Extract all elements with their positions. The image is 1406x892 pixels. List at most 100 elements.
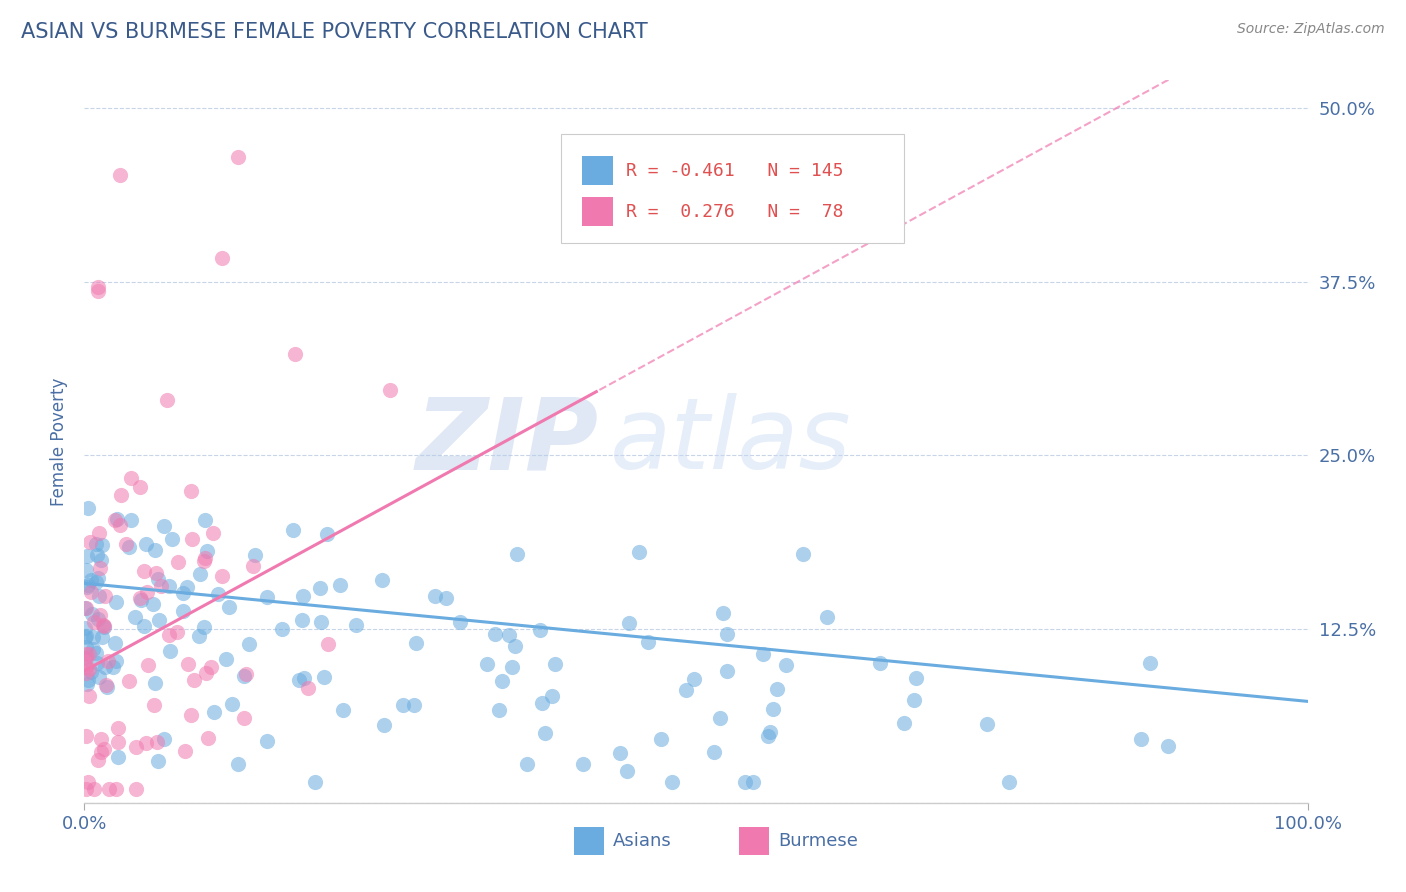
Point	[160, 533, 183, 547]
Point	[194, 513, 217, 527]
Point	[703, 746, 725, 760]
Point	[759, 725, 782, 739]
Point	[146, 735, 169, 749]
Point	[80, 607, 103, 621]
Point	[378, 384, 401, 398]
Point	[193, 620, 215, 634]
Point	[75, 660, 97, 674]
Point	[202, 705, 225, 719]
Text: ZIP: ZIP	[415, 393, 598, 490]
Point	[316, 527, 339, 541]
Point	[541, 689, 564, 703]
Point	[529, 623, 551, 637]
Point	[516, 757, 538, 772]
Point	[120, 513, 142, 527]
Point	[297, 681, 319, 695]
Point	[232, 710, 254, 724]
Text: R = -0.461   N = 145: R = -0.461 N = 145	[626, 161, 844, 179]
Point	[142, 698, 165, 712]
Point	[308, 581, 330, 595]
Point	[628, 545, 651, 559]
Point	[752, 647, 775, 661]
Text: Source: ZipAtlas.com: Source: ZipAtlas.com	[1237, 22, 1385, 37]
Point	[711, 606, 734, 620]
Text: atlas: atlas	[610, 393, 852, 490]
Point	[118, 674, 141, 689]
Point	[83, 781, 105, 796]
Point	[869, 656, 891, 670]
Point	[79, 535, 101, 549]
Point	[194, 550, 217, 565]
Point	[75, 621, 97, 635]
Point	[157, 628, 180, 642]
Point	[1139, 656, 1161, 670]
Point	[120, 471, 142, 485]
Point	[177, 657, 200, 671]
Point	[115, 537, 138, 551]
Point	[292, 589, 315, 603]
Point	[103, 660, 125, 674]
Point	[146, 573, 169, 587]
Point	[83, 615, 105, 630]
Point	[501, 660, 523, 674]
Point	[93, 619, 115, 633]
Point	[80, 573, 103, 587]
FancyBboxPatch shape	[738, 828, 769, 855]
Point	[997, 775, 1019, 789]
Point	[533, 726, 555, 740]
Point	[683, 672, 706, 686]
Point	[89, 526, 111, 541]
Point	[110, 518, 132, 533]
Point	[661, 775, 683, 789]
Point	[332, 703, 354, 717]
Point	[544, 657, 567, 672]
Point	[90, 538, 112, 552]
Point	[80, 585, 103, 599]
Point	[77, 775, 100, 789]
Point	[75, 651, 97, 665]
Point	[188, 567, 211, 582]
Point	[238, 638, 260, 652]
Point	[281, 523, 304, 537]
Point	[75, 665, 97, 680]
Point	[197, 731, 219, 746]
Point	[243, 548, 266, 562]
Point	[200, 660, 222, 674]
Point	[110, 488, 132, 502]
Point	[505, 639, 527, 653]
Point	[159, 643, 181, 657]
Point	[75, 640, 97, 655]
Point	[766, 682, 789, 697]
Point	[314, 670, 336, 684]
Point	[742, 775, 765, 789]
Point	[166, 555, 188, 569]
Point	[87, 280, 110, 294]
Point	[609, 746, 631, 760]
Point	[105, 595, 128, 609]
Point	[197, 544, 219, 558]
Point	[215, 652, 238, 666]
Point	[617, 615, 640, 630]
Point	[135, 736, 157, 750]
Point	[105, 512, 128, 526]
Point	[207, 587, 229, 601]
Point	[316, 637, 339, 651]
Point	[107, 721, 129, 735]
Point	[75, 781, 97, 796]
Point	[148, 614, 170, 628]
Point	[93, 620, 115, 634]
Point	[129, 591, 152, 606]
Point	[188, 630, 211, 644]
Point	[756, 729, 779, 743]
Point	[183, 673, 205, 688]
Point	[271, 622, 294, 636]
Point	[90, 552, 112, 566]
Point	[373, 718, 395, 732]
Point	[201, 525, 224, 540]
Point	[97, 655, 120, 669]
Point	[77, 500, 100, 515]
Point	[211, 569, 233, 583]
Point	[531, 696, 554, 710]
Point	[143, 542, 166, 557]
FancyBboxPatch shape	[574, 828, 605, 855]
